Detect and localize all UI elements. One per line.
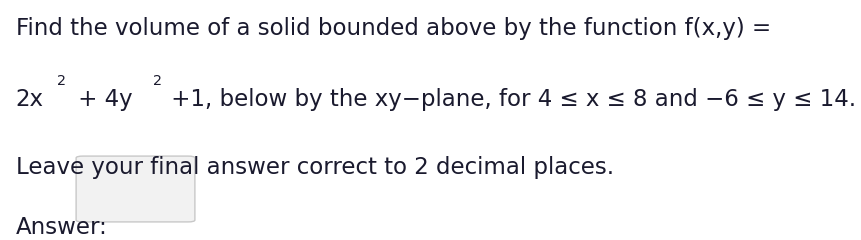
Text: + 4y: + 4y	[71, 88, 132, 111]
Text: Find the volume of a solid bounded above by the function f(x,y) =: Find the volume of a solid bounded above…	[15, 17, 770, 40]
Text: Answer:: Answer:	[15, 216, 107, 239]
Text: Leave your final answer correct to 2 decimal places.: Leave your final answer correct to 2 dec…	[15, 156, 613, 179]
Text: 2x: 2x	[15, 88, 43, 111]
Text: +1, below by the xy−plane, for 4 ≤ x ≤ 8 and −6 ≤ y ≤ 14.: +1, below by the xy−plane, for 4 ≤ x ≤ 8…	[164, 88, 855, 111]
Text: 2: 2	[153, 74, 162, 88]
Text: 2: 2	[57, 74, 65, 88]
